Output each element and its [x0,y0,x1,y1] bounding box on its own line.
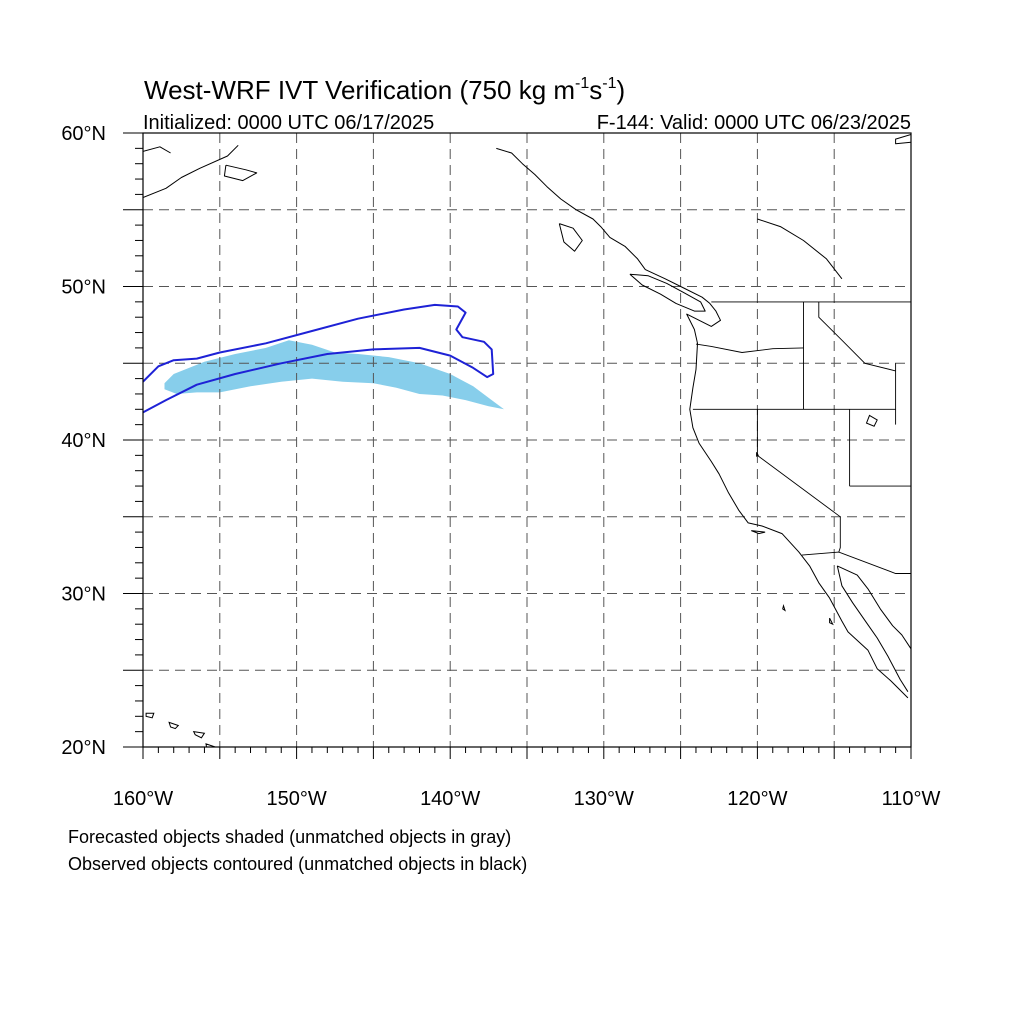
lon-tick-label: 160°W [113,788,173,810]
coastline-alaska-gulf-coast [143,144,239,198]
coastline-gulf-of-california-east [837,565,911,650]
lat-tick-label: 20°N [61,737,106,759]
coastline-great-slave-region [757,218,843,280]
graticule-layer [143,133,911,747]
footer-observed-note: Observed objects contoured (unmatched ob… [68,854,527,874]
coastline-hudson-bay-edge [895,134,911,145]
axis-ticks-layer [123,132,912,759]
coastline-baja-peninsula-east [836,565,909,692]
border-washington-oregon [695,343,804,353]
island-hawaii-oahu [168,721,180,730]
island-cedros-island [829,617,834,626]
border-us-mexico-border [801,551,911,574]
island-hawaii-kauai [145,712,155,719]
latitude-labels: 60°N 50°N 40°N 30°N 20°N [61,123,106,759]
lon-tick-label: 140°W [420,788,480,810]
map-title-close: ) [617,75,626,105]
footer-forecast-note: Forecasted objects shaded (unmatched obj… [68,827,511,847]
border-arizona-california [838,516,841,553]
longitude-labels: 160°W 150°W 140°W 130°W 120°W 110°W [113,788,941,810]
map-title: West-WRF IVT Verification (750 kg m-1s-1… [144,75,625,105]
coastline-haida-gwaii [558,223,583,252]
map-title-sup1: -1 [575,75,589,92]
subtitle-valid: F-144: Valid: 0000 UTC 06/23/2025 [597,112,911,134]
plot-area [143,133,911,747]
coastline-vancouver-island [629,273,706,312]
observed-objects-layer [143,303,495,414]
lon-tick-label: 150°W [266,788,326,810]
border-california-nevada [756,409,841,518]
island-channel-islands [751,530,766,535]
forecast-objects-layer [164,340,504,410]
observed-ivt-contour [143,303,495,414]
map-title-sup2: -1 [602,75,616,92]
island-guadalupe-island [782,604,786,612]
lat-tick-label: 30°N [61,584,106,606]
map-title-main: West-WRF IVT Verification (750 kg m [144,75,575,105]
forecast-ivt-object [164,340,504,410]
lat-tick-label: 50°N [61,277,106,299]
map-title-mid: s [589,75,602,105]
coastline-alaska-peninsula-top [143,146,171,154]
lon-tick-label: 110°W [882,788,941,810]
border-idaho-montana [818,301,896,372]
island-hawaii-maui [192,730,206,739]
coastline-north-america-west-coast [496,147,909,699]
lat-tick-label: 40°N [61,430,106,452]
political-borders-layer [692,301,911,574]
coastline-kodiak-island [223,164,258,182]
subtitle-initialized: Initialized: 0000 UTC 06/17/2025 [143,112,434,134]
lon-tick-label: 130°W [574,788,634,810]
lat-tick-label: 60°N [61,123,106,145]
lon-tick-label: 120°W [727,788,787,810]
lake-great-salt-lake [865,414,878,427]
coastline-layer [143,134,911,747]
